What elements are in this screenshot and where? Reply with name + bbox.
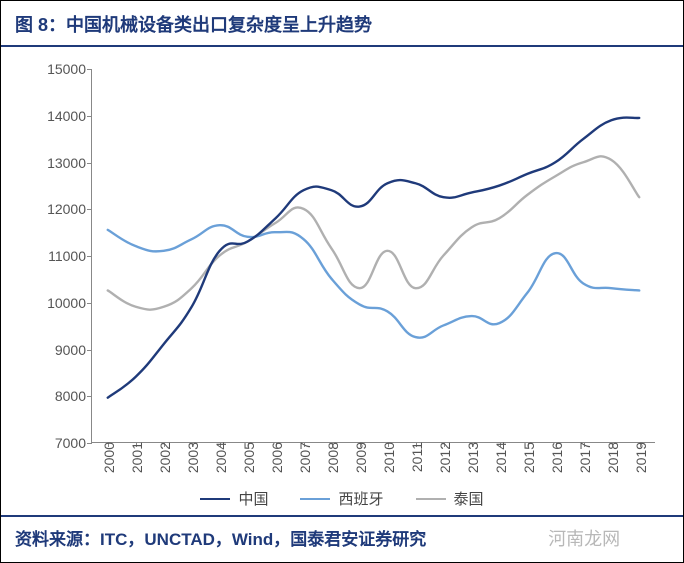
figure-source: 资料来源：ITC，UNCTAD，Wind，国泰君安证券研究 [1,517,683,562]
y-tick-label: 15000 [47,61,92,77]
figure-frame: 图 8：中国机械设备类出口复杂度呈上升趋势 700080009000100001… [0,0,684,563]
x-tick-label: 2017 [575,442,593,473]
legend-swatch [416,498,446,500]
x-tick-label: 2018 [603,442,621,473]
legend-item: 西班牙 [300,488,383,509]
series-line [108,225,639,337]
x-tick-label: 2006 [267,442,285,473]
x-tick-label: 2014 [491,442,509,473]
chart-area: 7000800090001000011000120001300014000150… [1,53,683,486]
legend-swatch [200,498,230,500]
legend-swatch [300,498,330,500]
y-tick-mark [87,443,92,444]
x-tick-label: 2009 [351,442,369,473]
y-tick-label: 12000 [47,201,92,217]
y-tick-label: 13000 [47,155,92,171]
x-tick-label: 2010 [379,442,397,473]
x-tick-label: 2002 [155,442,173,473]
figure-title: 图 8：中国机械设备类出口复杂度呈上升趋势 [1,1,683,45]
y-tick-label: 10000 [47,295,92,311]
legend-label: 中国 [238,488,268,509]
x-tick-label: 2013 [463,442,481,473]
x-tick-label: 2008 [323,442,341,473]
x-tick-label: 2005 [239,442,257,473]
x-tick-label: 2007 [295,442,313,473]
x-tick-label: 2011 [407,442,425,472]
x-tick-label: 2003 [183,442,201,473]
x-tick-label: 2012 [435,442,453,473]
x-tick-label: 2016 [547,442,565,473]
legend-item: 中国 [200,488,268,509]
x-tick-label: 2000 [99,442,117,473]
legend-item: 泰国 [416,488,484,509]
line-layer [92,69,655,442]
y-tick-label: 14000 [47,108,92,124]
title-rule [1,45,683,47]
x-tick-label: 2015 [519,442,537,473]
x-tick-label: 2001 [127,442,145,473]
series-line [108,118,639,398]
x-tick-label: 2004 [211,442,229,473]
plot-area: 7000800090001000011000120001300014000150… [91,69,655,443]
legend: 中国 西班牙 泰国 [1,486,683,515]
legend-label: 泰国 [454,488,484,509]
legend-label: 西班牙 [338,488,383,509]
x-tick-label: 2019 [631,442,649,473]
series-line [108,156,639,309]
y-tick-label: 11000 [48,248,92,264]
